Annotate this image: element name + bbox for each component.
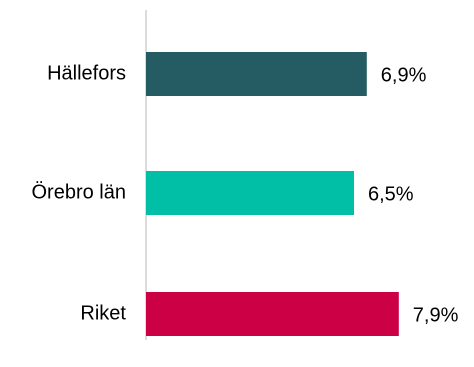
value-labels: 6,9% 6,5% 7,9% xyxy=(368,64,459,326)
category-label-0: Hällefors xyxy=(47,62,126,84)
category-label-2: Riket xyxy=(80,302,126,324)
value-label-2: 7,9% xyxy=(413,304,459,326)
category-labels: Hällefors Örebro län Riket xyxy=(32,62,127,324)
bar-1 xyxy=(146,171,354,215)
category-label-1: Örebro län xyxy=(32,181,127,203)
bar-2 xyxy=(146,292,399,336)
bars-group xyxy=(146,52,399,336)
bar-0 xyxy=(146,52,367,96)
value-label-1: 6,5% xyxy=(368,183,414,205)
value-label-0: 6,9% xyxy=(381,64,427,86)
